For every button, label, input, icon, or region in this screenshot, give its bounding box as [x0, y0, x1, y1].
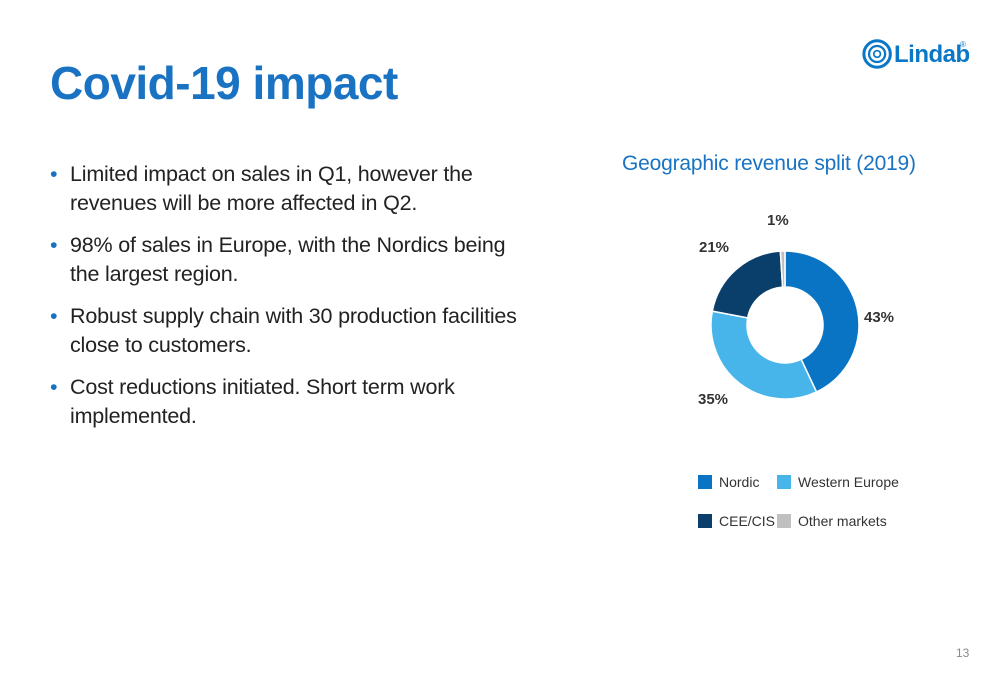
lindab-logo-icon: [862, 39, 892, 69]
bullet-marker: •: [50, 162, 58, 186]
bullet-item: • 98% of sales in Europe, with the Nordi…: [50, 231, 540, 289]
bullet-item: • Limited impact on sales in Q1, however…: [50, 160, 540, 218]
page-number: 13: [956, 646, 970, 660]
bullet-item: • Cost reductions initiated. Short term …: [50, 373, 540, 431]
legend-item: CEE/CIS: [698, 513, 775, 529]
slice-label-nordic: 43%: [864, 309, 894, 326]
bullet-marker: •: [50, 304, 58, 328]
donut-slice-cee-cis: [711, 250, 784, 319]
legend-swatch: [698, 514, 712, 528]
legend-label: Other markets: [798, 513, 887, 529]
legend-label: Western Europe: [798, 474, 899, 490]
slide-title: Covid-19 impact: [50, 57, 398, 109]
bullet-text: Robust supply chain with 30 production f…: [70, 304, 517, 357]
legend-label: Nordic: [719, 474, 760, 490]
legend-swatch: [777, 475, 791, 489]
revenue-donut-chart: 43% 35% 21% 1%: [698, 212, 894, 408]
slice-label-cee-cis: 21%: [699, 239, 729, 256]
logo-registered-mark: ®: [960, 40, 966, 49]
bullet-item: • Robust supply chain with 30 production…: [50, 302, 540, 360]
legend-item: Western Europe: [777, 474, 899, 490]
logo-wordmark: Lindab: [894, 41, 970, 68]
slice-label-other-markets: 1%: [767, 212, 789, 229]
bullet-list: • Limited impact on sales in Q1, however…: [50, 160, 540, 444]
legend-swatch: [777, 514, 791, 528]
donut-slice-other-markets: [779, 250, 786, 288]
bullet-text: Cost reductions initiated. Short term wo…: [70, 375, 455, 428]
bullet-marker: •: [50, 233, 58, 257]
legend-swatch: [698, 475, 712, 489]
bullet-marker: •: [50, 375, 58, 399]
donut-slice-western-europe: [710, 310, 818, 400]
chart-title: Geographic revenue split (2019): [622, 152, 916, 175]
bullet-text: Limited impact on sales in Q1, however t…: [70, 162, 473, 215]
lindab-logo: Lindab ®: [862, 36, 972, 76]
bullet-text: 98% of sales in Europe, with the Nordics…: [70, 233, 506, 286]
slice-label-western-europe: 35%: [698, 391, 728, 408]
legend-item: Nordic: [698, 474, 759, 490]
legend-label: CEE/CIS: [719, 513, 776, 529]
legend-item: Other markets: [777, 513, 887, 529]
donut-slice-nordic: [784, 250, 860, 393]
